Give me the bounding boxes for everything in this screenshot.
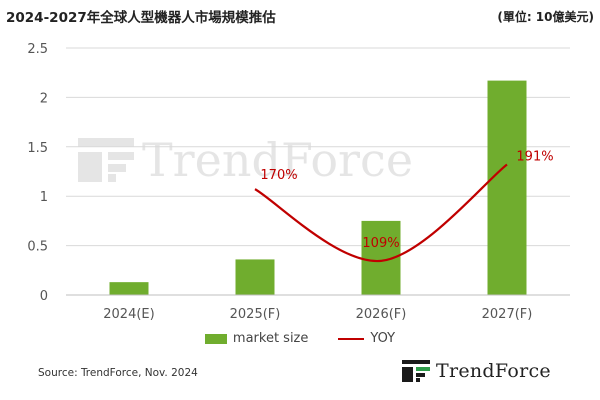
x-tick-label: 2026(F) [356, 307, 407, 322]
chart-title: 2024-2027年全球人型機器人市場規模推估 [6, 10, 276, 26]
brand-logo: TrendForce [402, 360, 551, 382]
legend: market size YOY [0, 331, 600, 346]
yoy-line [254, 163, 508, 263]
yoy-labels: 170% 109% 191% [260, 149, 553, 250]
trendforce-watermark-logo-icon [78, 138, 134, 182]
source-note: Source: TrendForce, Nov. 2024 [38, 367, 198, 379]
y-tick-label: 0 [40, 289, 48, 304]
bar-2025(F) [235, 259, 275, 295]
x-axis-ticks: 2024(E) 2025(F) 2026(F) 2027(F) [103, 307, 532, 322]
x-tick-label: 2024(E) [103, 307, 154, 322]
legend-swatch-line [338, 337, 365, 340]
watermark: TrendForce [78, 133, 413, 187]
trendforce-logo-icon [402, 360, 430, 382]
bar-2024(E) [109, 282, 149, 295]
legend-label-yoy: YOY [370, 331, 396, 346]
y-tick-label: 1 [40, 190, 48, 205]
x-tick-label: 2025(F) [230, 307, 281, 322]
yoy-label: 170% [260, 168, 297, 183]
x-tick-label: 2027(F) [482, 307, 533, 322]
yoy-label: 109% [362, 236, 399, 251]
y-tick-label: 0.5 [27, 240, 48, 255]
brand-name: TrendForce [436, 360, 551, 382]
gridlines [66, 47, 570, 247]
y-axis-ticks: 0 0.5 1 1.5 2 2.5 [27, 42, 48, 304]
y-tick-label: 2.5 [27, 42, 48, 57]
legend-swatch-bar [204, 333, 227, 344]
y-tick-label: 2 [40, 91, 48, 106]
legend-item-market-size: market size [204, 331, 309, 346]
yoy-label: 191% [516, 149, 553, 164]
legend-item-yoy: YOY [338, 331, 395, 346]
legend-label-market-size: market size [232, 331, 309, 346]
bar-2027(F) [487, 80, 527, 295]
watermark-text: TrendForce [142, 133, 414, 187]
unit-label: (單位: 10億美元) [497, 10, 594, 24]
y-tick-label: 1.5 [27, 141, 48, 156]
bar-series [109, 80, 527, 295]
